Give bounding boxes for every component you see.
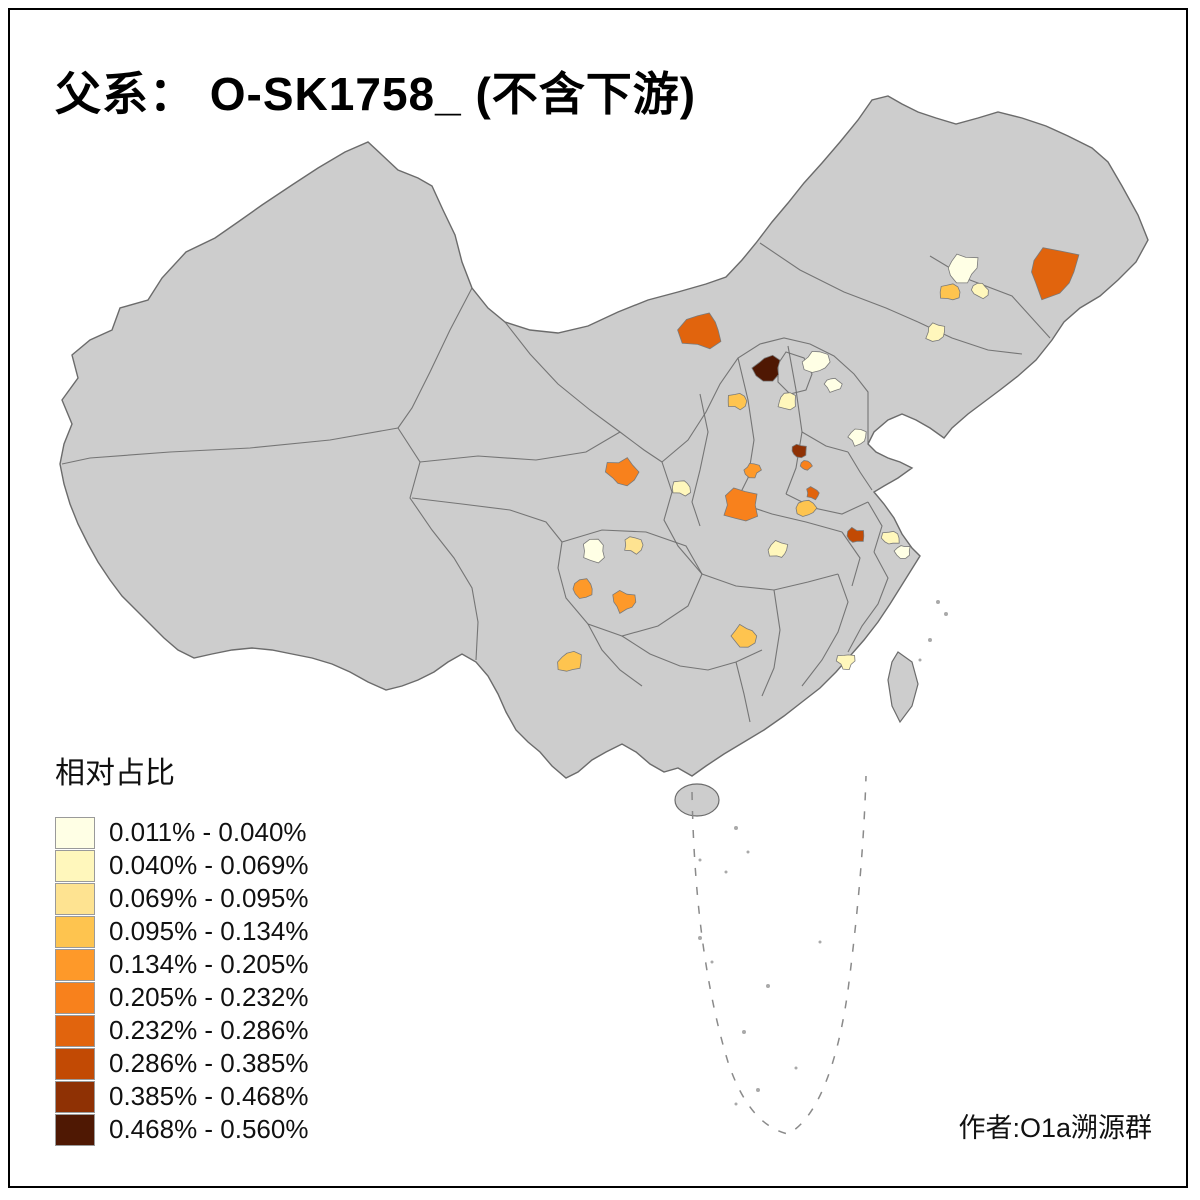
legend-swatch — [55, 849, 95, 882]
prefecture-inner-mongolia-central — [677, 312, 722, 350]
legend-label: 0.232% - 0.286% — [109, 1015, 309, 1045]
prefecture-henan-east-yellow — [795, 499, 818, 517]
legend-swatch — [55, 1113, 95, 1146]
legend-swatch — [55, 816, 95, 849]
legend-label: 0.011% - 0.040% — [109, 817, 307, 847]
author-credit: 作者:O1a溯源群 — [958, 1113, 1152, 1143]
taiwan-island — [887, 651, 919, 724]
prefecture-jiangsu-pale-west — [880, 530, 900, 545]
nine-dash-line — [691, 775, 867, 1135]
legend-row: 0.205% - 0.232% — [55, 981, 308, 1014]
legend-row: 0.286% - 0.385% — [55, 1047, 308, 1080]
legend: 相对占比 0.011% - 0.040% 0.040% - 0.069% 0.069… — [55, 748, 308, 1146]
legend-row: 0.468% - 0.560% — [55, 1113, 308, 1146]
prefecture-anhui-north-dark — [846, 526, 865, 543]
legend-label: 0.286% - 0.385% — [109, 1048, 309, 1078]
prefecture-jilin-orange — [939, 283, 961, 301]
legend-label: 0.095% - 0.134% — [109, 916, 309, 946]
page-title: 父系： O-SK1758_ (不含下游) — [55, 68, 697, 120]
prefecture-hunan-west-yellow — [730, 623, 758, 648]
prefecture-hebei-west-yellow — [727, 392, 748, 411]
prefecture-fujian-coast-pale — [835, 654, 856, 671]
prefecture-shanxi-dark — [791, 443, 807, 459]
legend-swatch — [55, 981, 95, 1014]
china-landmass — [59, 95, 1149, 779]
prefecture-gansu-pale — [671, 480, 692, 497]
prefecture-hubei-pale — [767, 540, 789, 558]
prefecture-shaanxi-north-orange — [743, 462, 762, 479]
legend-row: 0.385% - 0.468% — [55, 1080, 308, 1113]
legend-title: 相对占比 — [55, 757, 175, 790]
prefecture-beijing-northwest-dark — [751, 354, 781, 382]
prefecture-jilin-east-pale — [970, 282, 989, 300]
prefecture-yunnan-central-yellow — [557, 650, 582, 672]
prefecture-liaoning-pale — [925, 322, 946, 342]
prefecture-henan-west-orange — [723, 487, 759, 522]
prefecture-sichuan-north-cream — [582, 538, 605, 564]
prefecture-beijing-pale — [801, 350, 831, 373]
legend-label: 0.385% - 0.468% — [109, 1081, 309, 1111]
legend-row: 0.011% - 0.040% — [55, 816, 308, 849]
prefecture-chongqing-orange — [612, 589, 637, 614]
prefecture-gansu-southeast-orange — [604, 457, 640, 487]
prefecture-henan-east-dark — [806, 486, 820, 501]
legend-label: 0.069% - 0.095% — [109, 883, 309, 913]
legend-swatch — [55, 915, 95, 948]
prefecture-hebei-south-pale — [777, 392, 796, 411]
legend-label: 0.468% - 0.560% — [109, 1114, 309, 1144]
south-china-sea-islets — [698, 600, 948, 1106]
prefecture-jiangsu-pale-coast — [893, 545, 911, 559]
prefecture-sichuan-west-orange — [572, 578, 593, 599]
legend-row: 0.095% - 0.134% — [55, 915, 308, 948]
legend-label: 0.040% - 0.069% — [109, 850, 309, 880]
legend-row: 0.040% - 0.069% — [55, 849, 308, 882]
legend-rows: 0.011% - 0.040% 0.040% - 0.069% 0.069% - 0… — [55, 816, 308, 1146]
legend-swatch — [55, 948, 95, 981]
legend-row: 0.134% - 0.205% — [55, 948, 308, 981]
legend-swatch — [55, 1047, 95, 1080]
prefecture-tianjin-pale — [823, 377, 843, 393]
legend-row: 0.069% - 0.095% — [55, 882, 308, 915]
hainan-island — [674, 783, 720, 817]
prefecture-shandong-pale — [847, 428, 867, 447]
legend-label: 0.205% - 0.232% — [109, 982, 309, 1012]
prefecture-shanxi-orange-small — [799, 460, 813, 471]
legend-row: 0.232% - 0.286% — [55, 1014, 308, 1047]
prefecture-sichuan-northeast-yellow — [624, 536, 644, 555]
legend-swatch — [55, 1014, 95, 1047]
prefecture-heilongjiang-east — [1031, 247, 1080, 301]
highlighted-prefectures — [557, 247, 1080, 672]
legend-swatch — [55, 882, 95, 915]
legend-swatch — [55, 1080, 95, 1113]
prefecture-jilin-west-pale — [947, 253, 979, 284]
legend-label: 0.134% - 0.205% — [109, 949, 309, 979]
